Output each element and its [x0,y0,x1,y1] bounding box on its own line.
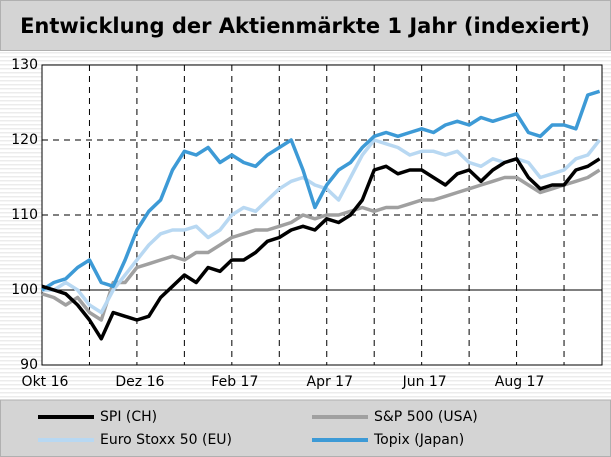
legend-box [0,399,611,457]
x-tick-label: Jun 17 [402,374,447,390]
legend-label: S&P 500 (USA) [374,409,478,425]
y-tick-label: 130 [11,57,38,73]
line-series [41,157,601,341]
x-tick-label: Feb 17 [211,374,258,390]
y-tick-label: 120 [11,132,38,148]
x-tick-label: Okt 16 [22,374,69,390]
y-tick-label: 100 [11,282,38,298]
y-tick-label: 90 [20,357,38,373]
legend-label: Topix (Japan) [373,432,464,448]
legend-label: Euro Stoxx 50 (EU) [100,432,232,448]
x-tick-label: Dez 16 [115,374,164,390]
x-tick-label: Aug 17 [495,374,545,390]
x-tick-label: Apr 17 [307,374,353,390]
chart-title: Entwicklung der Aktienmärkte 1 Jahr (ind… [20,14,590,38]
line-series [41,168,601,322]
legend-label: SPI (CH) [100,409,157,425]
y-tick-label: 110 [11,207,38,223]
title-bar [0,0,611,51]
line-series [41,89,601,292]
